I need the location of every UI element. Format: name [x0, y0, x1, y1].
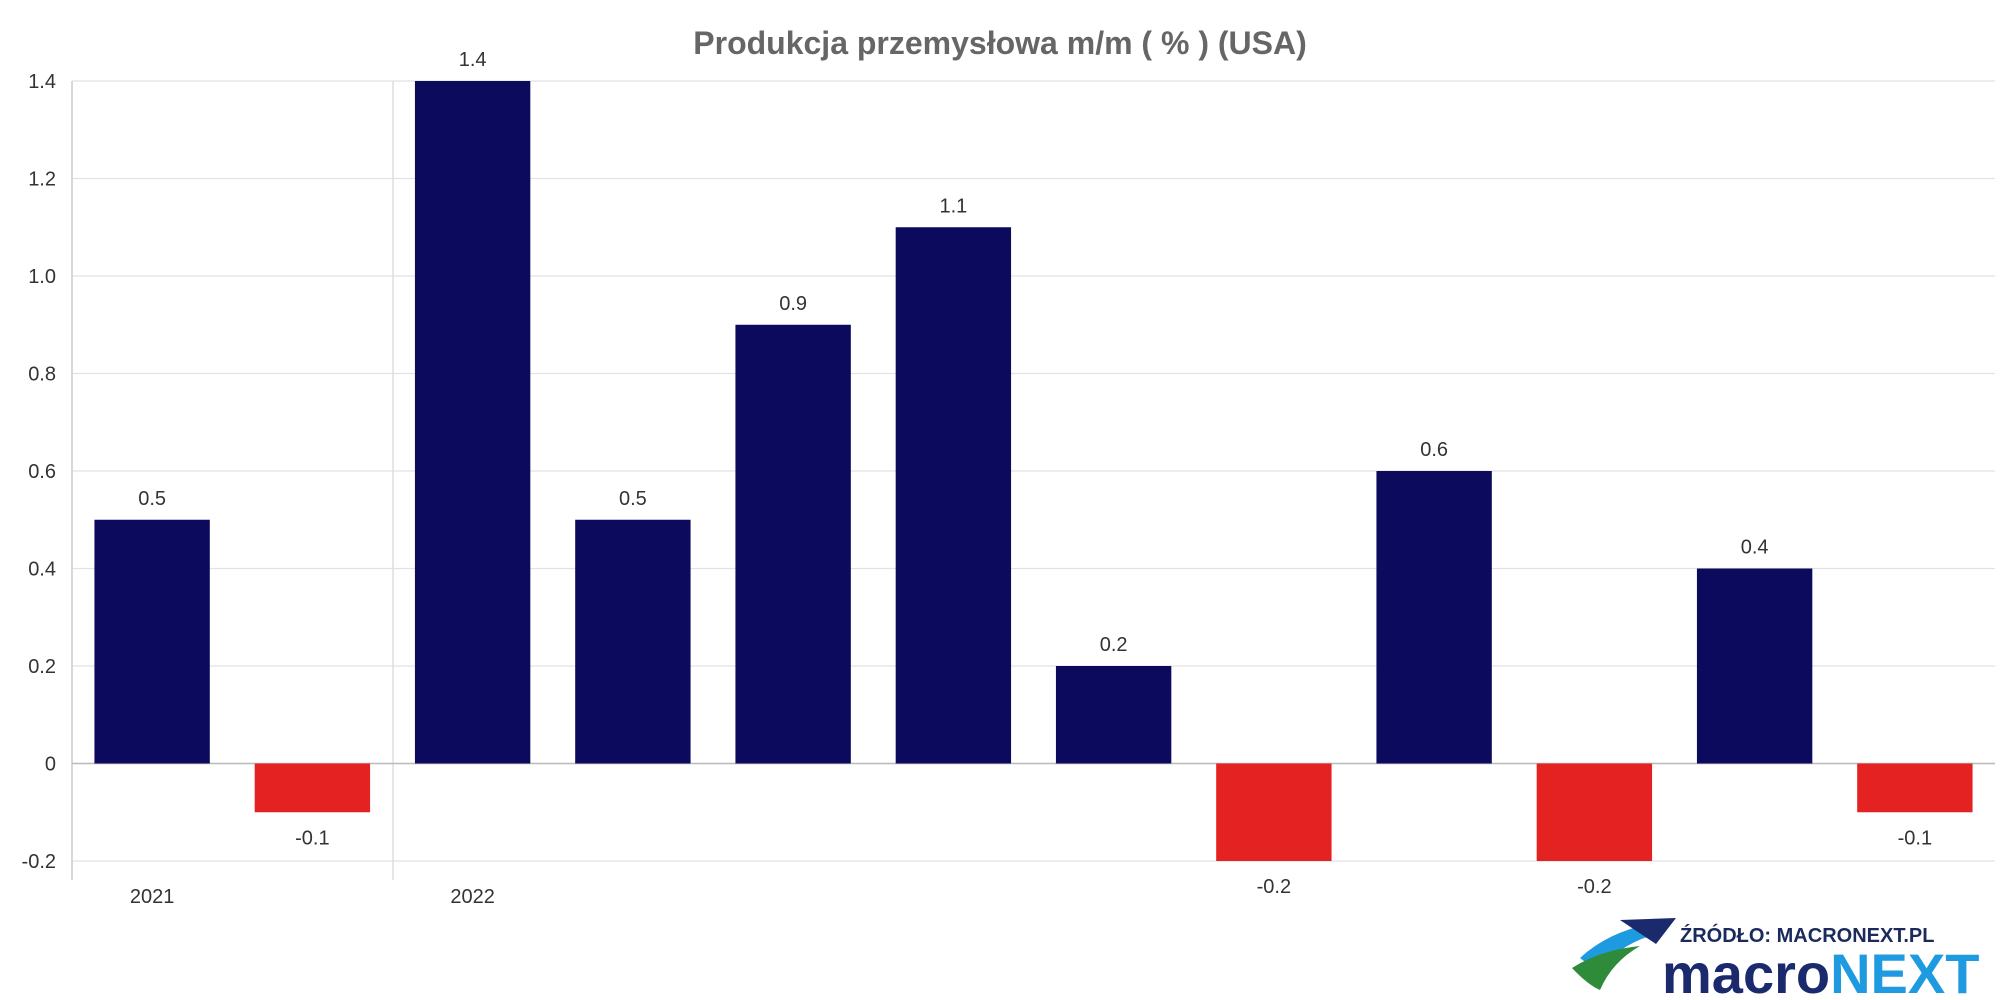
bar [1376, 471, 1492, 764]
data-label: 1.4 [459, 49, 487, 71]
y-tick-label: 0 [45, 754, 56, 776]
brand-part1: macro [1662, 942, 1830, 1000]
y-tick-label: -0.2 [22, 851, 56, 873]
bar [1216, 763, 1332, 861]
y-tick-label: 0.8 [28, 364, 56, 386]
y-axis: 1.4 1.2 1.0 0.8 0.6 0.4 0.2 0 -0.2 [22, 71, 56, 873]
bars [94, 81, 1973, 861]
data-label: 0.2 [1100, 634, 1128, 656]
bar [1055, 666, 1172, 764]
bar [575, 519, 691, 764]
data-label: -0.2 [1577, 876, 1611, 898]
grid-lines [71, 80, 1995, 880]
data-label: 0.5 [619, 488, 647, 510]
source-logo: ŹRÓDŁO: MACRONEXT.PL macroNEXT [1572, 918, 1979, 1000]
bar [1536, 763, 1653, 861]
y-tick-label: 0.4 [28, 559, 56, 581]
data-label: 1.1 [939, 195, 967, 217]
data-labels: 0.5 -0.1 1.4 0.5 0.9 1.1 0.2 -0.2 0.6 -0.2 0.4 -0.1 [138, 49, 1932, 898]
bar [414, 81, 531, 764]
macronext-logo-icon [1572, 918, 1676, 990]
bar [94, 519, 210, 764]
brand-text: macroNEXT [1662, 942, 1979, 1000]
data-label: 0.9 [779, 293, 807, 315]
y-tick-label: 0.6 [28, 461, 56, 483]
bar [735, 324, 851, 764]
data-label: 0.5 [138, 488, 166, 510]
data-label: 0.6 [1420, 439, 1448, 461]
data-label: 0.4 [1741, 537, 1769, 559]
bar [254, 763, 371, 813]
source-label: ŹRÓDŁO: MACRONEXT.PL [1680, 923, 1934, 947]
x-axis: 2021 2022 [130, 886, 495, 908]
x-tick-label: 2022 [450, 886, 495, 908]
data-label: -0.1 [1898, 827, 1932, 849]
y-tick-label: 0.2 [28, 656, 56, 678]
bar [1857, 763, 1973, 813]
data-label: -0.2 [1257, 876, 1291, 898]
data-label: -0.1 [295, 827, 329, 849]
y-tick-label: 1.0 [28, 266, 56, 288]
bar [895, 227, 1012, 764]
y-tick-label: 1.4 [28, 71, 56, 93]
brand-part2: NEXT [1830, 942, 1979, 1000]
chart-title: Produkcja przemysłowa m/m ( % ) (USA) [693, 25, 1306, 61]
y-tick-label: 1.2 [28, 169, 56, 191]
bar [1696, 568, 1813, 764]
x-tick-label: 2021 [130, 886, 175, 908]
